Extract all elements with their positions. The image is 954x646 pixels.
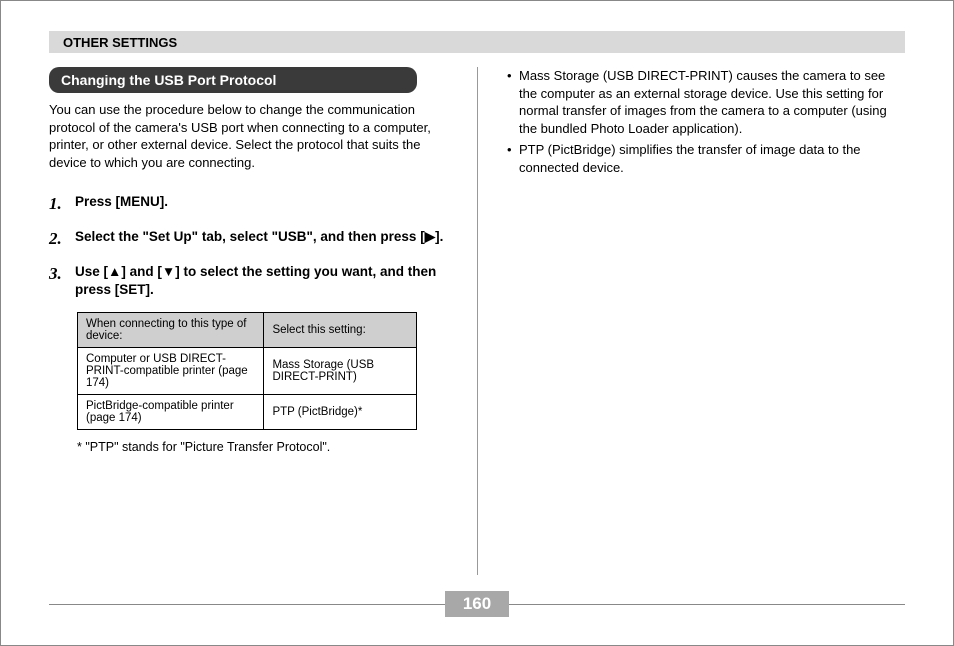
step-3: 3. Use [▲] and [▼] to select the setting… bbox=[49, 263, 459, 299]
page-footer: 160 bbox=[49, 591, 905, 617]
footer-line-right bbox=[509, 604, 905, 605]
section-title: Changing the USB Port Protocol bbox=[49, 67, 417, 93]
bullet-item: • PTP (PictBridge) simplifies the transf… bbox=[507, 141, 905, 176]
step-text: Press [MENU]. bbox=[75, 193, 459, 216]
table-header: When connecting to this type of device: bbox=[78, 312, 264, 347]
step-number: 1. bbox=[49, 193, 75, 216]
page-number: 160 bbox=[445, 591, 509, 617]
step-1: 1. Press [MENU]. bbox=[49, 193, 459, 216]
step-text: Use [▲] and [▼] to select the setting yo… bbox=[75, 263, 459, 299]
intro-paragraph: You can use the procedure below to chang… bbox=[49, 101, 459, 171]
step-number: 3. bbox=[49, 263, 75, 299]
footer-line-left bbox=[49, 604, 445, 605]
table-cell: PTP (PictBridge)* bbox=[264, 394, 417, 429]
table-cell: Mass Storage (USB DIRECT-PRINT) bbox=[264, 347, 417, 394]
table-row: Computer or USB DIRECT-PRINT-compatible … bbox=[78, 347, 417, 394]
bullet-dot: • bbox=[507, 141, 519, 176]
bullet-text: PTP (PictBridge) simplifies the transfer… bbox=[519, 141, 905, 176]
footnote: * "PTP" stands for "Picture Transfer Pro… bbox=[77, 440, 459, 454]
table-header: Select this setting: bbox=[264, 312, 417, 347]
bullet-item: • Mass Storage (USB DIRECT-PRINT) causes… bbox=[507, 67, 905, 137]
table-row: PictBridge-compatible printer (page 174)… bbox=[78, 394, 417, 429]
step-text: Select the "Set Up" tab, select "USB", a… bbox=[75, 228, 459, 251]
table-cell: PictBridge-compatible printer (page 174) bbox=[78, 394, 264, 429]
settings-table: When connecting to this type of device: … bbox=[77, 312, 417, 430]
table-cell: Computer or USB DIRECT-PRINT-compatible … bbox=[78, 347, 264, 394]
header-bar: OTHER SETTINGS bbox=[49, 31, 905, 53]
table-header-row: When connecting to this type of device: … bbox=[78, 312, 417, 347]
bullet-dot: • bbox=[507, 67, 519, 137]
left-column: Changing the USB Port Protocol You can u… bbox=[49, 67, 477, 575]
right-column: • Mass Storage (USB DIRECT-PRINT) causes… bbox=[477, 67, 905, 575]
bullet-text: Mass Storage (USB DIRECT-PRINT) causes t… bbox=[519, 67, 905, 137]
step-2: 2. Select the "Set Up" tab, select "USB"… bbox=[49, 228, 459, 251]
breadcrumb-text: OTHER SETTINGS bbox=[63, 35, 177, 50]
step-number: 2. bbox=[49, 228, 75, 251]
content-columns: Changing the USB Port Protocol You can u… bbox=[49, 67, 905, 575]
